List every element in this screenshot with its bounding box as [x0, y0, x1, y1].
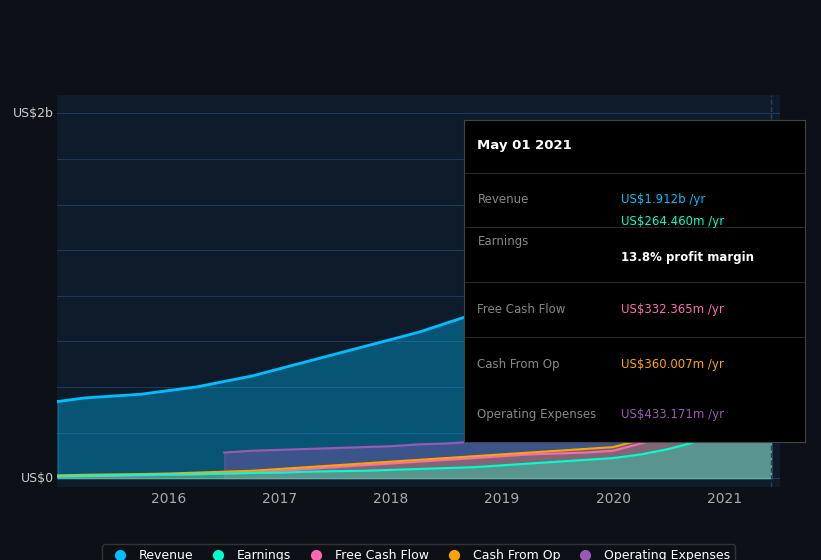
Text: Earnings: Earnings [478, 235, 529, 248]
Text: US$0: US$0 [21, 472, 54, 484]
Text: May 01 2021: May 01 2021 [478, 138, 572, 152]
Text: US$1.912b /yr: US$1.912b /yr [621, 193, 705, 207]
Text: Cash From Op: Cash From Op [478, 358, 560, 371]
Legend: Revenue, Earnings, Free Cash Flow, Cash From Op, Operating Expenses: Revenue, Earnings, Free Cash Flow, Cash … [103, 544, 735, 560]
Text: Revenue: Revenue [478, 193, 529, 207]
Text: US$332.365m /yr: US$332.365m /yr [621, 303, 723, 316]
Text: US$433.171m /yr: US$433.171m /yr [621, 408, 724, 421]
Text: 13.8% profit margin: 13.8% profit margin [621, 251, 754, 264]
Text: US$2b: US$2b [13, 107, 54, 120]
Text: US$360.007m /yr: US$360.007m /yr [621, 358, 723, 371]
Text: Operating Expenses: Operating Expenses [478, 408, 597, 421]
Text: Free Cash Flow: Free Cash Flow [478, 303, 566, 316]
Text: US$264.460m /yr: US$264.460m /yr [621, 216, 724, 228]
